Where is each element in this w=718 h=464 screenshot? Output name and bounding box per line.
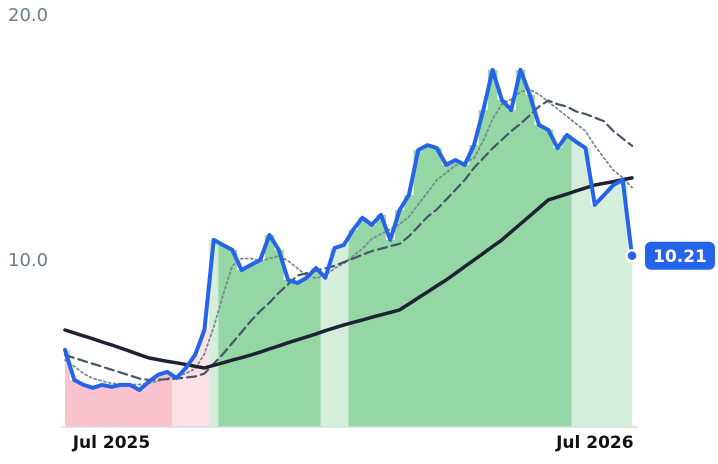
area-bar	[125, 384, 136, 427]
area-bar	[590, 204, 600, 427]
area-bar	[608, 185, 619, 427]
last-value-label: 10.21	[653, 247, 707, 267]
series-line	[63, 99, 634, 382]
area-bar	[478, 110, 489, 428]
area-bar	[441, 164, 452, 427]
area-bar	[88, 387, 98, 427]
area-bar	[218, 245, 228, 427]
area-bar	[255, 259, 266, 427]
area-bar	[69, 379, 80, 427]
area-bar	[376, 214, 386, 427]
area-bar	[562, 135, 572, 427]
area-bar	[525, 94, 535, 427]
area-bar	[404, 195, 414, 427]
area-bar	[599, 195, 610, 427]
series-line	[63, 67, 634, 392]
area-bar	[153, 374, 163, 427]
area-bar	[274, 249, 284, 427]
area-bar	[460, 164, 470, 427]
area-bar	[534, 124, 544, 428]
area-bar	[162, 371, 173, 427]
area-bar	[552, 148, 563, 428]
y-tick-label: 10.0	[8, 250, 48, 271]
area-bar	[227, 249, 238, 427]
area-bar	[450, 160, 461, 427]
last-point	[625, 249, 639, 263]
area-bar	[413, 149, 424, 428]
area-bar	[171, 378, 182, 427]
area-bar	[394, 209, 405, 427]
area-bar	[246, 264, 256, 427]
area-bar	[543, 129, 554, 427]
area-bar	[497, 100, 507, 427]
area-bar	[339, 245, 349, 427]
area-bar	[116, 384, 126, 427]
area-bar	[199, 330, 210, 427]
area-bar	[181, 367, 191, 427]
area-bar	[422, 145, 433, 428]
area-bar	[506, 110, 517, 428]
last-value-badge	[645, 241, 715, 270]
area-bar	[329, 247, 340, 427]
area-bar	[469, 145, 479, 428]
area-bar	[65, 349, 70, 427]
area-bar	[580, 148, 591, 428]
area-bar	[302, 277, 312, 427]
area-bar	[209, 239, 219, 427]
area-bar	[190, 354, 201, 427]
area-bar	[348, 229, 359, 427]
area-bar	[106, 386, 117, 427]
area-bar	[311, 268, 321, 427]
area-bar	[236, 269, 247, 427]
x-tick-label: Jul 2025	[72, 433, 151, 453]
area-bar	[144, 381, 154, 427]
area-bar	[571, 141, 582, 427]
area-bar	[97, 384, 108, 427]
series-line	[63, 176, 634, 370]
area-bar	[357, 217, 368, 427]
area-bar	[627, 255, 633, 427]
x-tick-label: Jul 2026	[555, 433, 634, 453]
area-bar	[264, 234, 275, 427]
area-bar	[283, 280, 294, 427]
y-tick-label: 20.0	[8, 5, 48, 26]
area-bar	[78, 384, 89, 427]
area-bar	[515, 69, 526, 428]
area-bar	[367, 224, 377, 427]
area-bar	[320, 277, 331, 427]
area-bar	[292, 282, 303, 427]
area-bar	[385, 239, 396, 427]
area-bar	[134, 390, 145, 427]
area-bar	[618, 179, 628, 427]
